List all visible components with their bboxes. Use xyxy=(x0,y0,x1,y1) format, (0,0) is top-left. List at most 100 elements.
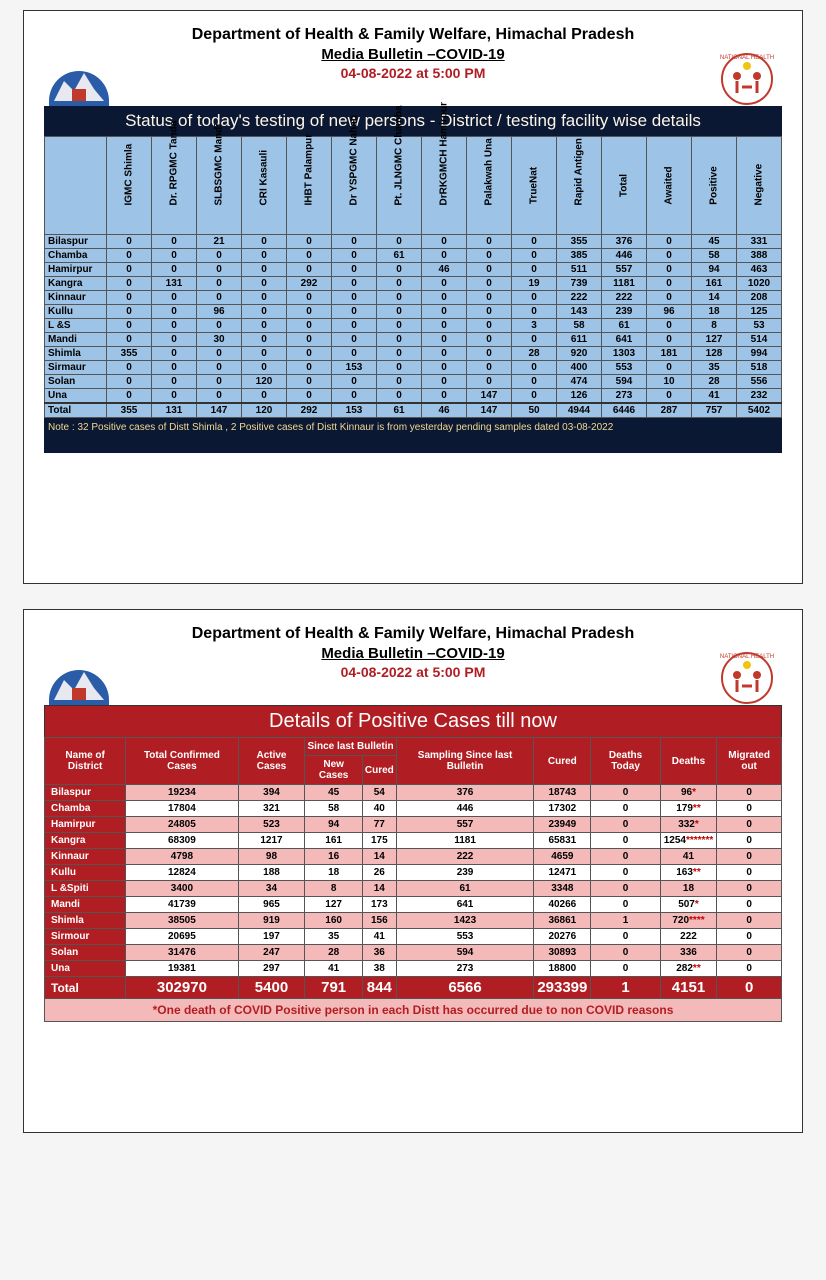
cell: 3348 xyxy=(534,881,591,897)
cell: 0 xyxy=(107,291,152,305)
cell: 739 xyxy=(557,277,602,291)
row-header: Total xyxy=(45,403,107,418)
cell: 844 xyxy=(362,977,396,999)
cell: 4798 xyxy=(126,849,238,865)
cell: 61 xyxy=(377,249,422,263)
cell: 0 xyxy=(152,319,197,333)
nhm-logo: NATIONAL HEALTH xyxy=(712,51,782,111)
cell: 757 xyxy=(692,403,737,418)
deaths-cell: 336 xyxy=(660,945,717,961)
cell: 0 xyxy=(467,249,512,263)
cell: 197 xyxy=(238,929,305,945)
cell: 0 xyxy=(647,333,692,347)
cell: 0 xyxy=(332,319,377,333)
deaths-cell: 332* xyxy=(660,817,717,833)
cell: 919 xyxy=(238,913,305,929)
col-header: Negative xyxy=(737,137,782,235)
cell: 511 xyxy=(557,263,602,277)
cell: 5400 xyxy=(238,977,305,999)
cell: 0 xyxy=(332,235,377,249)
cell: 557 xyxy=(396,817,534,833)
cell: 376 xyxy=(602,235,647,249)
cell: 523 xyxy=(238,817,305,833)
cell: 0 xyxy=(377,333,422,347)
cell: 331 xyxy=(737,235,782,249)
cell: 222 xyxy=(396,849,534,865)
row-header: Hamirpur xyxy=(45,263,107,277)
nhm-logo: NATIONAL HEALTH xyxy=(712,650,782,710)
cell: 120 xyxy=(242,403,287,418)
row-header: Bilaspur xyxy=(45,235,107,249)
row-header: Sirmour xyxy=(45,929,126,945)
cell: 0 xyxy=(591,881,660,897)
cell: 0 xyxy=(717,881,782,897)
cell: 0 xyxy=(467,319,512,333)
cell: 0 xyxy=(242,319,287,333)
cell: 17302 xyxy=(534,801,591,817)
status-banner: Status of today's testing of new persons… xyxy=(44,106,782,136)
cell: 156 xyxy=(362,913,396,929)
table-row: Una000000001470126273041232 xyxy=(45,389,782,404)
cell: 0 xyxy=(647,277,692,291)
row-header: Hamirpur xyxy=(45,817,126,833)
deaths-cell: 1254******* xyxy=(660,833,717,849)
cell: 0 xyxy=(717,849,782,865)
cell: 0 xyxy=(152,375,197,389)
cell: 28 xyxy=(305,945,362,961)
cell: 0 xyxy=(377,361,422,375)
col-header: Dr YSPGMC Nahan xyxy=(332,137,377,235)
cell: 19381 xyxy=(126,961,238,977)
cell: 0 xyxy=(377,305,422,319)
cell: 0 xyxy=(287,305,332,319)
cell: 0 xyxy=(152,291,197,305)
cell: 38505 xyxy=(126,913,238,929)
cell: 0 xyxy=(242,277,287,291)
table-row: Sirmour2069519735415532027602220 xyxy=(45,929,782,945)
col-header: Dr. RPGMC Tanda xyxy=(152,137,197,235)
row-header: Total xyxy=(45,977,126,999)
cell: 36861 xyxy=(534,913,591,929)
cell: 0 xyxy=(377,263,422,277)
cell: 0 xyxy=(717,865,782,881)
deaths-cell: 282** xyxy=(660,961,717,977)
page-2: NATIONAL HEALTH Department of Health & F… xyxy=(23,609,803,1133)
total-row: Total35513114712029215361461475049446446… xyxy=(45,403,782,418)
cell: 273 xyxy=(396,961,534,977)
cell: 0 xyxy=(467,305,512,319)
cell: 65831 xyxy=(534,833,591,849)
cell: 0 xyxy=(332,375,377,389)
cell: 161 xyxy=(305,833,362,849)
cell: 0 xyxy=(377,389,422,404)
cell: 594 xyxy=(396,945,534,961)
cell: 1020 xyxy=(737,277,782,291)
cell: 12471 xyxy=(534,865,591,881)
cell: 94 xyxy=(692,263,737,277)
table-row: Chamba00000061000385446058388 xyxy=(45,249,782,263)
col-since: Since last Bulletin xyxy=(305,738,396,756)
cell: 0 xyxy=(197,263,242,277)
cell: 0 xyxy=(107,361,152,375)
cell: 1303 xyxy=(602,347,647,361)
cell: 1181 xyxy=(396,833,534,849)
bulletin-title: Media Bulletin –COVID-19 xyxy=(44,645,782,662)
cell: 1181 xyxy=(602,277,647,291)
col-deaths: Deaths xyxy=(660,738,717,785)
cell: 0 xyxy=(591,817,660,833)
cell: 5402 xyxy=(737,403,782,418)
cell: 232 xyxy=(737,389,782,404)
cell: 394 xyxy=(238,785,305,801)
cell: 0 xyxy=(647,235,692,249)
cell: 0 xyxy=(332,305,377,319)
deaths-cell: 41 xyxy=(660,849,717,865)
cell: 6566 xyxy=(396,977,534,999)
cell: 355 xyxy=(107,347,152,361)
cell: 0 xyxy=(242,333,287,347)
cell: 0 xyxy=(242,347,287,361)
cell: 61 xyxy=(602,319,647,333)
cell: 0 xyxy=(591,961,660,977)
cell: 292 xyxy=(287,403,332,418)
cell: 518 xyxy=(737,361,782,375)
cell: 30 xyxy=(197,333,242,347)
cell: 920 xyxy=(557,347,602,361)
cell: 36 xyxy=(362,945,396,961)
